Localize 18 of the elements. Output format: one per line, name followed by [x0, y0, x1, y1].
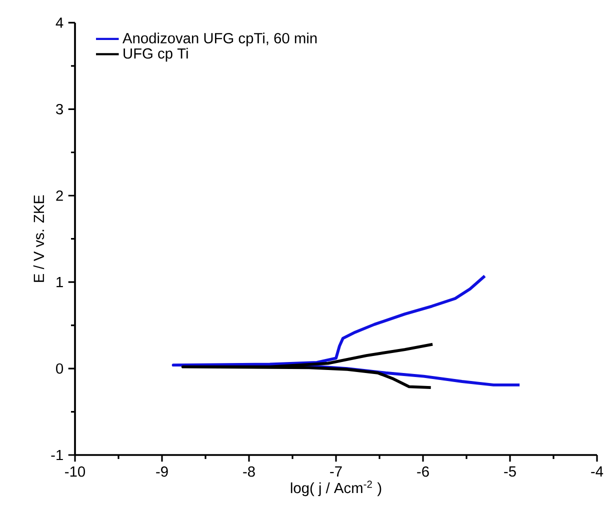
x-tick-label: -5	[504, 466, 516, 477]
x-tick-label: -8	[243, 466, 255, 477]
x-tick-label: -7	[330, 466, 342, 476]
legend-label: UFG cp Ti	[124, 48, 188, 62]
x-tick-label: -9	[156, 466, 168, 477]
x-tick-label: -10	[65, 466, 86, 477]
y-tick-label: 4	[56, 18, 64, 28]
y-axis-title: E / V vs. ZKE	[33, 195, 44, 282]
y-tick-label: 0	[56, 363, 64, 374]
x-axis-title: log( j / Acm$^{-2}$ )	[290, 480, 382, 496]
y-tick-label: 2	[56, 190, 63, 201]
line-series	[181, 342, 434, 390]
y-tick-label: 1	[56, 277, 63, 288]
y-tick-label: 3	[56, 104, 63, 114]
y-tick-label: -1	[51, 450, 63, 460]
x-tick-label: -4	[591, 466, 604, 476]
legend-label: Anodizovan UFG cpTi, 60 min	[122, 32, 317, 46]
x-tick-label: -6	[417, 466, 429, 477]
